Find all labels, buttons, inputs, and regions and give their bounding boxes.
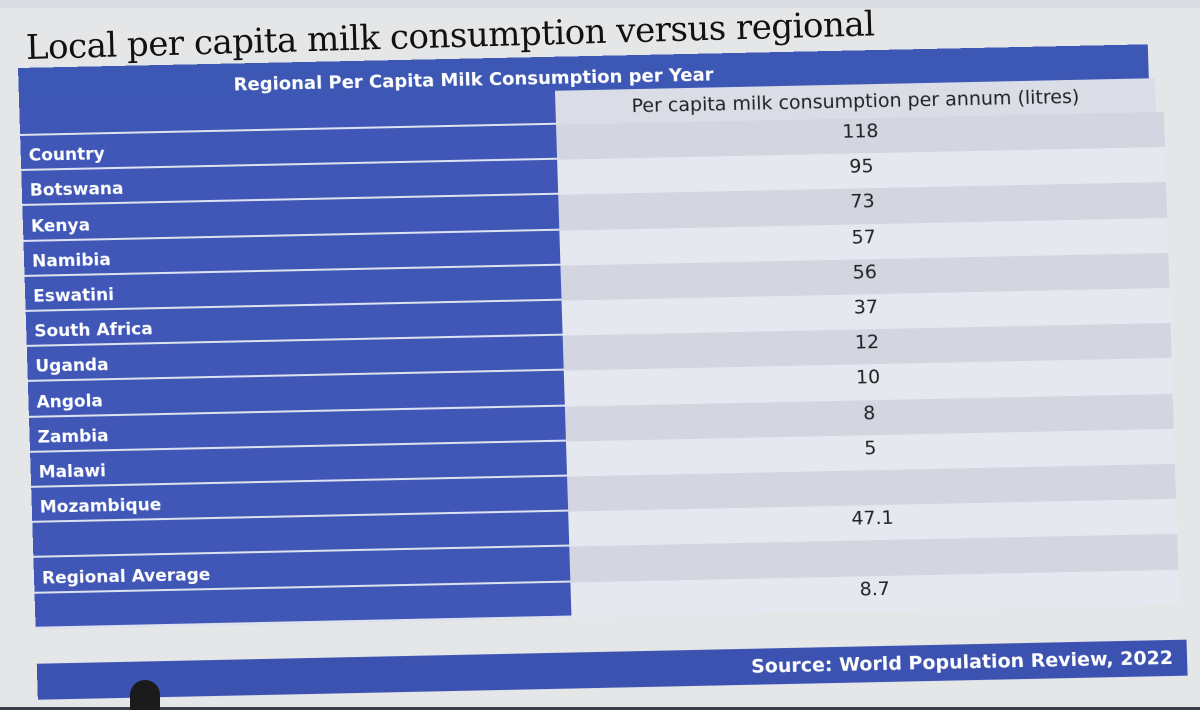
slide: Local per capita milk consumption versus…	[0, 4, 1200, 707]
microphone-silhouette	[130, 680, 160, 710]
source-note: Source: World Population Review, 2022	[750, 646, 1174, 678]
source-bar: Source: World Population Review, 2022	[36, 639, 1188, 700]
consumption-table: Regional Per Capita Milk Consumption per…	[18, 44, 1188, 704]
